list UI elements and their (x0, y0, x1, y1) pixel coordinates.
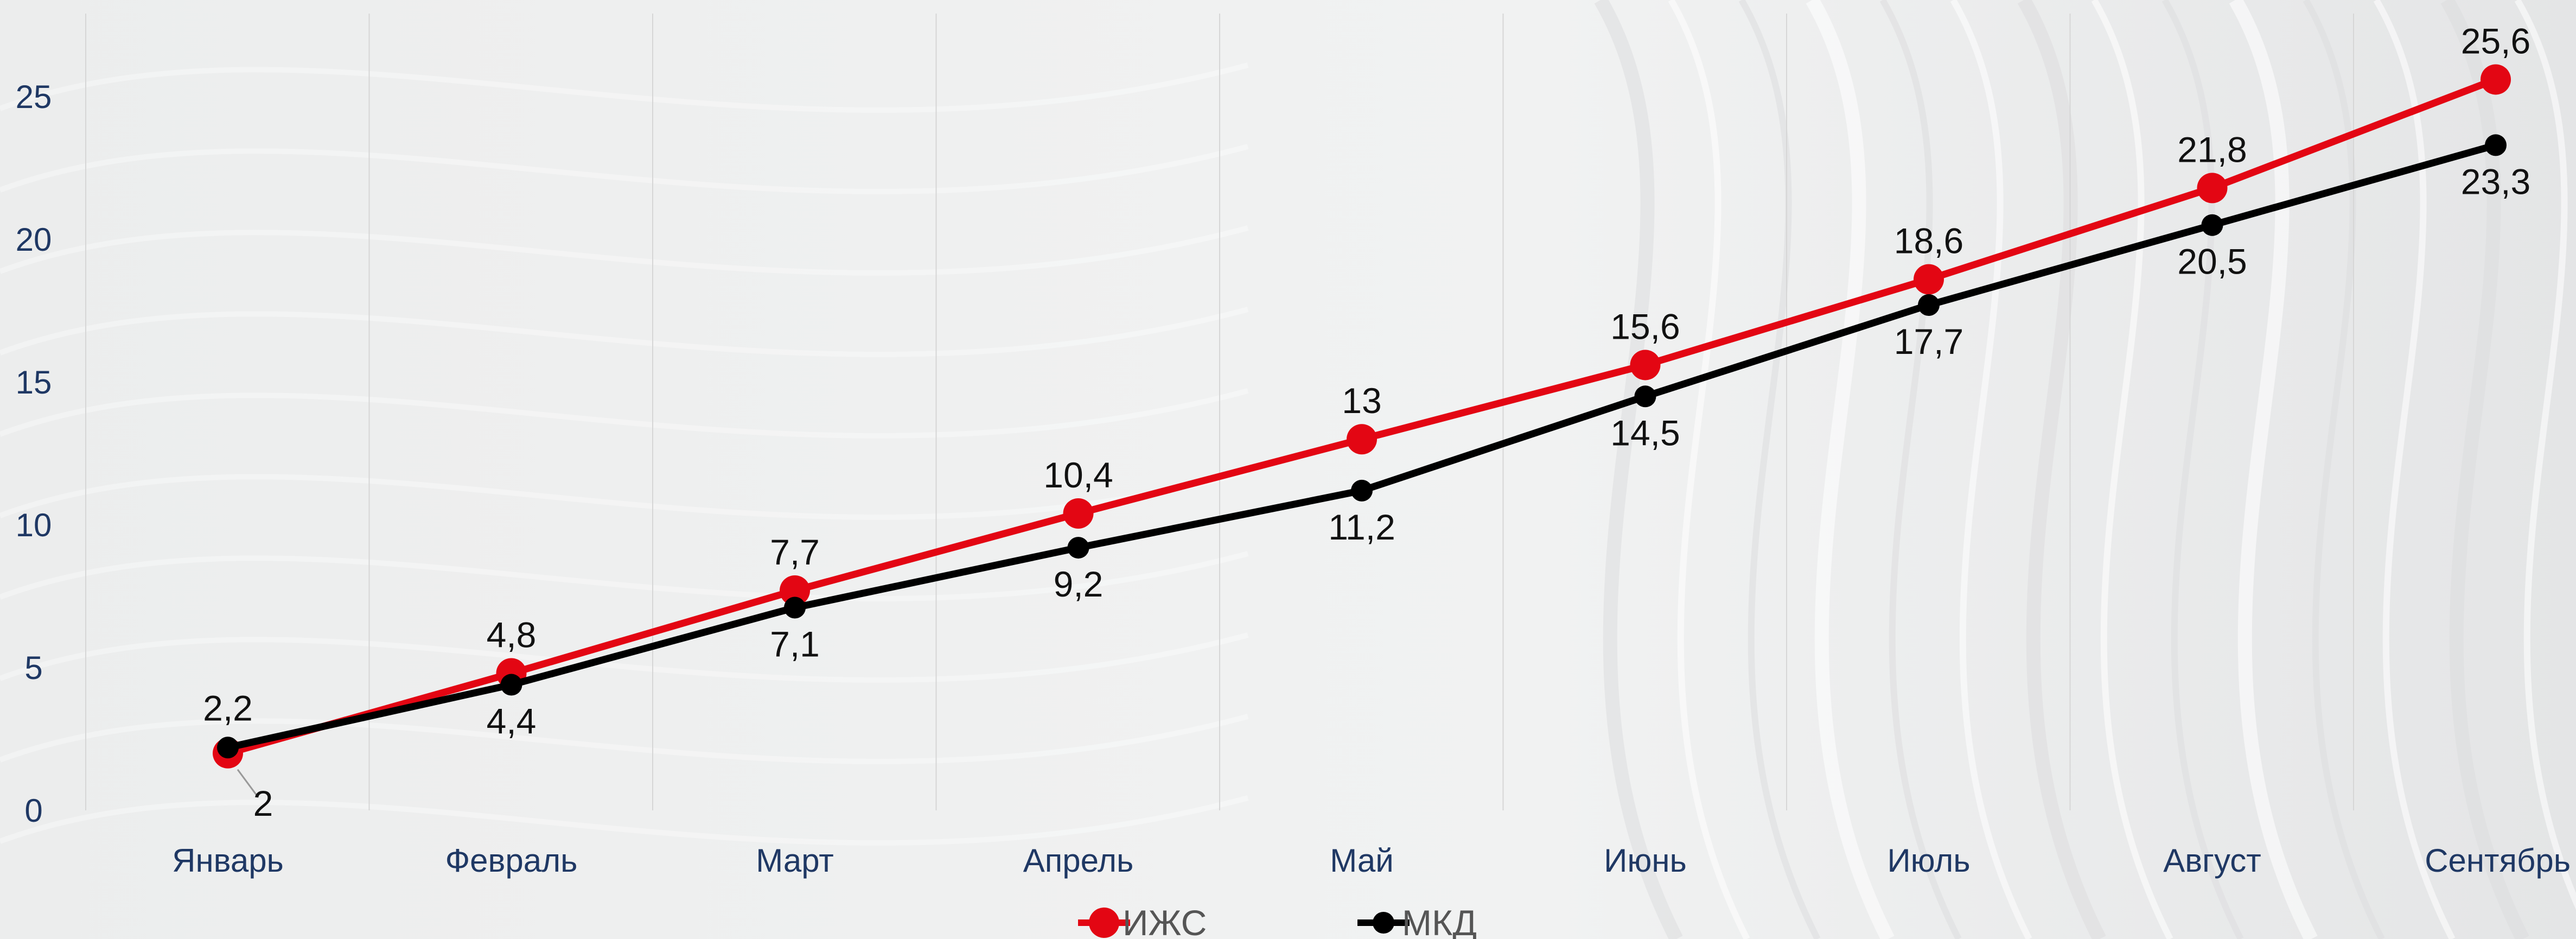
legend-swatch-marker (1373, 912, 1394, 934)
data-point (2201, 214, 2223, 236)
background-swoosh (0, 307, 1249, 357)
data-labels: 2 4,8 7,7 10,4 13 15,6 18,6 21,8 25,6 2,2 4,4 7,1 9,… (203, 21, 2530, 823)
background-swoosh (0, 144, 1249, 194)
data-label: 2 (253, 783, 273, 823)
data-label: 2,2 (203, 688, 253, 728)
x-tick-label: Январь (172, 842, 284, 879)
data-label: 20,5 (2177, 242, 2247, 282)
background-swoosh (1594, 0, 1683, 939)
data-label: 18,6 (1894, 221, 1963, 261)
background-swoosh (0, 795, 1249, 846)
data-label: 9,2 (1054, 564, 1104, 604)
data-point (217, 737, 239, 759)
series-group (213, 64, 2511, 769)
y-tick-label: 0 (24, 792, 42, 829)
data-point (2485, 134, 2507, 156)
data-label: 14,5 (1610, 413, 1680, 453)
data-point (784, 597, 806, 619)
background-swoosh (1879, 0, 1962, 939)
data-label: 13 (1342, 380, 1381, 421)
y-tick-label: 25 (16, 79, 52, 115)
background-swoosh (0, 62, 1249, 113)
x-tick-label: Сентябрь (2425, 842, 2571, 879)
background-swoosh (2440, 0, 2529, 939)
x-tick-label: Май (1330, 842, 1394, 879)
background-swoosh (1950, 0, 2032, 939)
data-point (1351, 479, 1373, 502)
background-swoosh (1738, 0, 1821, 939)
data-label: 7,1 (770, 624, 820, 664)
data-label: 10,4 (1043, 455, 1113, 495)
y-tick-label: 15 (16, 364, 52, 401)
background-swoosh (0, 388, 1249, 439)
y-axis: 0 5 10 15 20 25 (16, 79, 52, 829)
legend: ИЖС МКД (1078, 903, 1477, 939)
data-label: 4,8 (487, 615, 537, 655)
background-swoosh (1806, 0, 1895, 939)
background-swoosh (0, 551, 1249, 601)
data-label: 23,3 (2461, 161, 2530, 201)
data-point (1914, 264, 1944, 295)
x-tick-label: Апрель (1023, 842, 1134, 879)
data-point (1634, 385, 1656, 408)
x-tick-label: Июль (1887, 842, 1970, 879)
y-tick-label: 5 (24, 650, 42, 686)
data-label: 25,6 (2461, 21, 2530, 61)
background-swoosh (0, 225, 1249, 276)
data-point (2481, 64, 2511, 95)
gridlines (85, 14, 2354, 810)
x-tick-label: Февраль (445, 842, 578, 879)
background-swoosh (2514, 0, 2576, 910)
data-point (2197, 173, 2228, 204)
background-swoosh (2373, 0, 2456, 939)
leader-line (237, 769, 259, 797)
background-swoosh (2091, 0, 2173, 939)
data-label: 17,7 (1894, 321, 1963, 361)
legend-swatch-marker (1089, 908, 1119, 938)
background-swoosh (1668, 0, 1750, 939)
data-point (1063, 498, 1094, 529)
y-tick-label: 10 (16, 507, 52, 543)
x-tick-label: Март (756, 842, 834, 879)
data-label: 7,7 (770, 532, 820, 572)
data-point (1918, 294, 1940, 316)
background-swoosh (0, 470, 1249, 520)
background-swoosh (2161, 0, 2244, 939)
background-swoosh (0, 714, 1249, 764)
y-tick-label: 20 (16, 221, 52, 258)
data-label: 4,4 (487, 701, 537, 741)
background-swoosh (2017, 0, 2106, 939)
data-label: 15,6 (1610, 306, 1680, 346)
data-label: 11,2 (1328, 507, 1395, 547)
x-tick-label: Август (2163, 842, 2261, 879)
background-swoosh (2303, 0, 2385, 939)
background-swoosh (2229, 0, 2318, 939)
data-point (1067, 537, 1089, 559)
data-point (500, 674, 522, 696)
data-point (780, 575, 810, 606)
legend-label: ИЖС (1123, 903, 1207, 939)
data-point (1347, 424, 1377, 455)
x-tick-label: Июнь (1604, 842, 1687, 879)
x-axis: Январь Февраль Март Апрель Май Июнь Июль Август… (172, 842, 2571, 879)
data-label: 21,8 (2177, 129, 2247, 169)
legend-label: МКД (1402, 903, 1477, 939)
data-point (1630, 350, 1661, 380)
